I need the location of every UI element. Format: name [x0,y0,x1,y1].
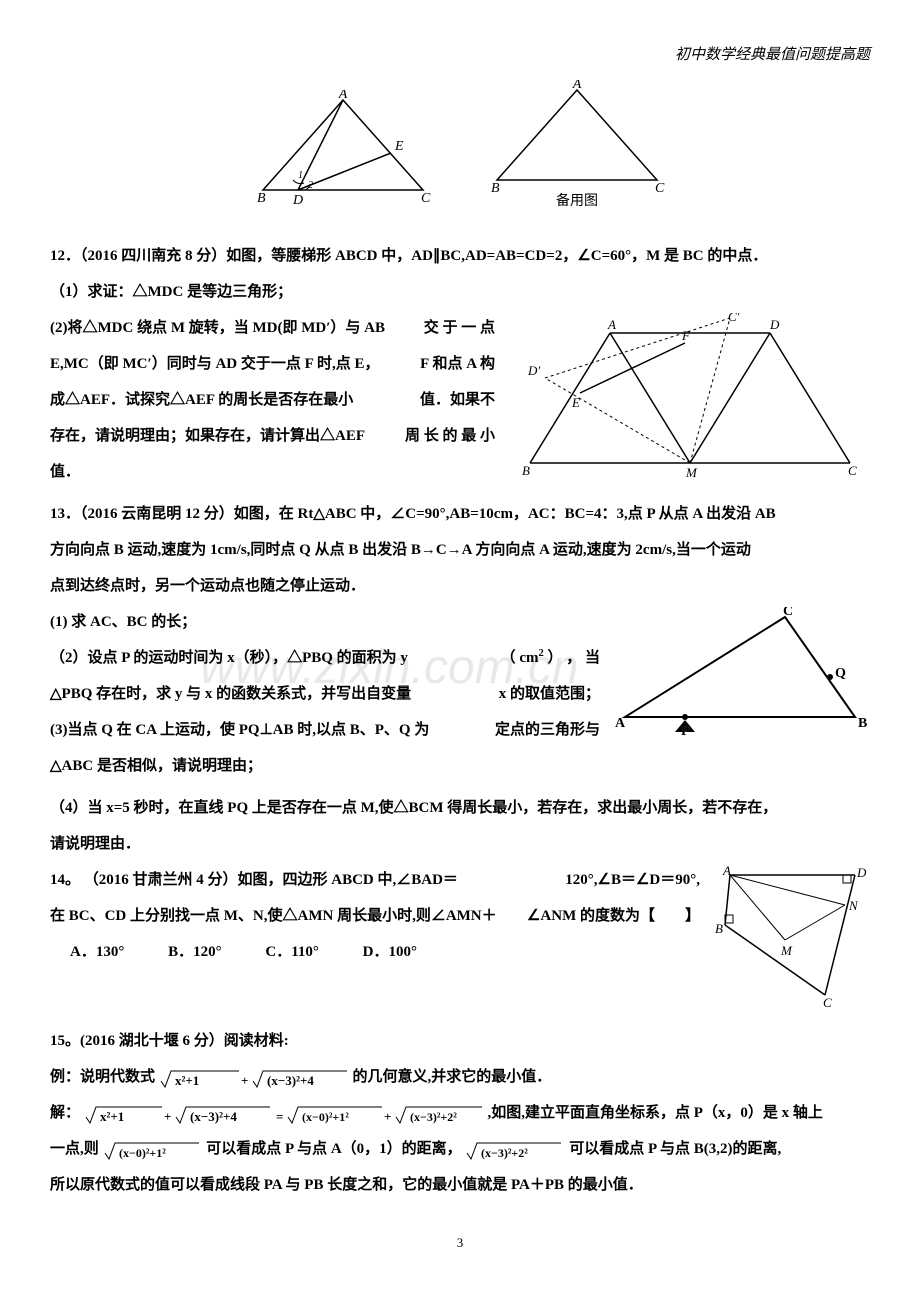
lbl-n14: N [848,898,859,913]
q15-l3a: 一点,则 [50,1141,99,1157]
q15-l1: 例：说明代数式 x²+1 + (x−3)²+4 的几何意义,并求它的最小值． [50,1062,870,1092]
backup-caption: 备用图 [556,192,598,209]
svg-text:(x−0)²+1²: (x−0)²+1² [119,1146,166,1160]
svg-text:=: = [276,1109,283,1124]
vertex-c: C [421,191,431,206]
lbl-c14: C [823,995,832,1010]
lbl-a13: A [615,716,626,731]
svg-text:x²+1: x²+1 [175,1073,199,1088]
q13-p2a-r2: ） ， 当 [544,650,600,666]
q13-p3-r: 定点的三角形与 [495,715,600,745]
lbl-a14: A [722,865,731,878]
page-number: 3 [50,1230,870,1256]
svg-text:(x−3)²+4: (x−3)²+4 [267,1073,314,1088]
formula-3: (x−0)²+1² [103,1137,203,1163]
q15-l3c: 可以看成点 P 与点 B(3,2)的距离, [569,1141,781,1157]
lbl-a: A [607,317,616,332]
q13-prefix: 13．（2016 云南昆明 12 分）如图，在 Rt△ABC 中，∠C=90°,… [50,499,870,529]
svg-text:2: 2 [308,180,313,191]
q12-2b-r: F 和点 A 构 [420,349,495,379]
lbl-f: F [681,328,691,343]
q15-l2a: 解： [50,1105,80,1121]
lbl-c13: C [783,607,793,619]
svg-text:(x−3)²+2²: (x−3)²+2² [410,1110,457,1124]
vertex-c2: C [655,181,665,196]
q15-prefix: 15。(2016 湖北十堰 6 分）阅读材料: [50,1026,870,1056]
lbl-dp: D′ [527,363,540,378]
q12-2d-l: 存在，请说明理由；如果存在，请计算出△AEF [50,428,365,444]
q15-l2b: ,如图,建立平面直角坐标系，点 P（x，0）是 x 轴上 [488,1105,823,1121]
figure-triangle-backup: A B C 备用图 [477,80,677,210]
q15-l2: 解： x²+1 + (x−3)²+4 = (x−0)²+1² + (x−3)²+… [50,1098,870,1128]
q12-2b-l: E,MC（即 MC′）同时与 AD 交于一点 F 时,点 E， [50,356,379,372]
svg-text:+: + [384,1109,391,1124]
q15-l3b: 可以看成点 P 与点 A（0，1）的距离， [206,1141,461,1157]
svg-text:1: 1 [298,170,303,181]
vertex-b: B [257,191,266,206]
q12-part1: （1）求证：△MDC 是等边三角形； [50,277,870,307]
svg-text:x²+1: x²+1 [100,1109,124,1124]
lbl-p13b: P [681,724,690,737]
lbl-d: D [769,317,780,332]
opt-d[interactable]: D．100° [363,937,417,967]
vertex-e: E [394,139,404,154]
vertex-d: D [292,193,303,208]
svg-text:(x−0)²+1²: (x−0)²+1² [302,1110,349,1124]
formula-4: (x−3)²+2² [465,1137,565,1163]
lbl-q13: Q [835,666,846,681]
svg-text:+: + [241,1073,248,1088]
figure-q14: A B C D M N [715,865,870,1010]
q15-l1b: 的几何意义,并求它的最小值． [353,1069,552,1085]
vertex-a2: A [572,80,582,92]
lbl-m: M [685,465,698,478]
q13-p2b-r: x 的取值范围； [499,679,600,709]
formula-2: x²+1 + (x−3)²+4 = (x−0)²+1² + (x−3)²+2² [84,1101,484,1127]
vertex-a: A [338,90,348,102]
q13-p4b: 请说明理由． [50,829,870,859]
q13-p3-l: (3)当点 Q 在 CA 上运动，使 PQ⊥AB 时,以点 B、P、Q 为 [50,722,429,738]
figure-q13: A B C P P Q [615,607,870,737]
opt-a[interactable]: A．130° [70,937,124,967]
q13-p2a-r: （ cm [501,650,539,666]
lbl-b13: B [858,716,867,731]
page-header: 初中数学经典最值问题提高题 [50,40,870,70]
figure-q12: A B C D C′ D′ E F M [510,313,870,478]
lbl-b14: B [715,921,723,936]
q15-l3: 一点,则 (x−0)²+1² 可以看成点 P 与点 A（0，1）的距离， (x−… [50,1134,870,1164]
vertex-b2: B [491,181,500,196]
q12-2c-r: 值．如果不 [420,385,495,415]
q15-l4: 所以原代数式的值可以看成线段 PA 与 PB 长度之和，它的最小值就是 PA＋P… [50,1170,870,1200]
top-figures: 1 2 A B C D E A B C 备用图 [50,80,870,221]
opt-b[interactable]: B．120° [168,937,222,967]
opt-c[interactable]: C．110° [265,937,319,967]
q13-p2b-l: △PBQ 存在时，求 y 与 x 的函数关系式，并写出自变量 [50,686,411,702]
q13-p2a-l: （2）设点 P 的运动时间为 x（秒），△PBQ 的面积为 y [50,650,408,666]
q14-pre-l: 14。 （2016 甘肃兰州 4 分）如图，四边形 ABCD 中,∠BAD＝ [50,872,458,888]
lbl-d14: D [856,865,867,880]
figure-triangle-labeled: 1 2 A B C D E [243,90,443,210]
q14-l2a: 在 BC、CD 上分别找一点 M、N,使△AMN 周长最小时,则∠AMN＋ [50,908,497,924]
q14-l2b: ∠ANM 的度数为【 】 [527,901,700,931]
lbl-c: C [848,463,857,478]
svg-text:(x−3)²+2²: (x−3)²+2² [481,1146,528,1160]
q12-prefix: 12．（2016 四川南充 8 分）如图，等腰梯形 ABCD 中，AD∥BC,A… [50,241,870,271]
q12-2a-l: (2)将△MDC 绕点 M 旋转，当 MD(即 MD′）与 AB [50,320,385,336]
formula-1: x²+1 + (x−3)²+4 [159,1065,349,1091]
lbl-b: B [522,463,530,478]
q13-l3: 点到达终点时，另一个运动点也随之停止运动． [50,571,870,601]
q15-l1a: 例：说明代数式 [50,1069,159,1085]
svg-text:+: + [164,1109,171,1124]
lbl-e: E [571,395,580,410]
q13-l2: 方向向点 B 运动,速度为 1cm/s,同时点 Q 从点 B 出发沿 B→C→A… [50,535,870,565]
q12-2c-l: 成△AEF．试探究△AEF 的周长是否存在最小 [50,392,353,408]
lbl-cp: C′ [728,313,740,324]
q13-p3b: △ABC 是否相似，请说明理由； [50,751,870,781]
lbl-m14: M [780,943,793,958]
q12-2d-r: 周 长 的 最 小 [405,421,495,451]
svg-text:(x−3)²+4: (x−3)²+4 [190,1109,237,1124]
q13-p4: （4）当 x=5 秒时，在直线 PQ 上是否存在一点 M,使△BCM 得周长最小… [50,793,870,823]
q14-pre-r: 120°,∠B＝∠D＝90°, [565,865,700,895]
q12-2a-r: 交 于 一 点 [424,313,495,343]
